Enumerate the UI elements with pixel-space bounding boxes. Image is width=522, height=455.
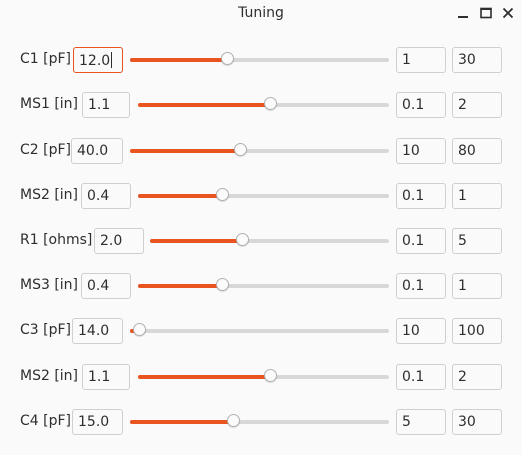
param-row: MS2 [in] 1.1 0.1 2 <box>0 364 522 390</box>
param-label: MS2 [in] <box>20 368 79 384</box>
title-bar[interactable]: Tuning <box>0 0 522 28</box>
value-text: 12.0 <box>79 53 111 69</box>
slider-fill <box>138 375 271 379</box>
param-row: C1 [pF] 12.0 1 30 <box>0 47 522 73</box>
param-label: C3 [pF] <box>20 322 71 338</box>
min-input[interactable]: 0.1 <box>396 183 446 209</box>
slider-fill <box>138 103 271 107</box>
min-input[interactable]: 0.1 <box>396 92 446 118</box>
maximize-button[interactable] <box>479 6 493 20</box>
max-input[interactable]: 5 <box>452 228 502 254</box>
param-row: MS3 [in] 0.4 0.1 1 <box>0 273 522 299</box>
max-input[interactable]: 2 <box>452 92 502 118</box>
slider-fill <box>138 284 223 288</box>
max-input[interactable]: 30 <box>452 47 502 73</box>
min-input[interactable]: 0.1 <box>396 364 446 390</box>
max-input[interactable]: 80 <box>452 138 502 164</box>
param-label: C4 [pF] <box>20 413 71 429</box>
param-row: C2 [pF] 40.0 10 80 <box>0 138 522 164</box>
param-label: R1 [ohms] <box>20 232 93 248</box>
slider-thumb[interactable] <box>236 233 249 246</box>
slider-thumb[interactable] <box>234 143 247 156</box>
min-input[interactable]: 0.1 <box>396 228 446 254</box>
slider-thumb[interactable] <box>264 369 277 382</box>
slider-thumb[interactable] <box>133 323 146 336</box>
value-text: 15.0 <box>78 414 110 430</box>
slider-thumb[interactable] <box>216 278 229 291</box>
value-text: 0.4 <box>87 188 110 204</box>
slider-fill <box>130 58 228 62</box>
min-input[interactable]: 1 <box>396 47 446 73</box>
value-text: 14.0 <box>78 323 110 339</box>
slider-thumb[interactable] <box>216 188 229 201</box>
slider-thumb[interactable] <box>221 52 234 65</box>
slider-thumb[interactable] <box>227 414 240 427</box>
param-row: C4 [pF] 15.0 5 30 <box>0 409 522 435</box>
value-text: 1.1 <box>88 369 111 385</box>
max-input[interactable]: 100 <box>452 318 502 344</box>
max-input[interactable]: 1 <box>452 183 502 209</box>
param-slider[interactable] <box>130 414 389 427</box>
slider-fill <box>150 239 243 243</box>
param-row: MS1 [in] 1.1 0.1 2 <box>0 92 522 118</box>
value-input[interactable]: 40.0 <box>71 138 123 164</box>
param-row: MS2 [in] 0.4 0.1 1 <box>0 183 522 209</box>
slider-fill <box>130 420 234 424</box>
slider-fill <box>138 194 223 198</box>
param-label: C2 [pF] <box>20 142 71 158</box>
minimize-icon <box>458 16 468 18</box>
value-text: 0.4 <box>87 278 110 294</box>
slider-fill <box>130 149 241 153</box>
param-slider[interactable] <box>138 369 389 382</box>
max-input[interactable]: 30 <box>452 409 502 435</box>
param-slider[interactable] <box>138 97 389 110</box>
value-input[interactable]: 0.4 <box>81 273 131 299</box>
max-input[interactable]: 2 <box>452 364 502 390</box>
text-cursor <box>111 52 113 68</box>
param-label: MS2 [in] <box>20 187 79 203</box>
param-label: MS3 [in] <box>20 277 79 293</box>
value-input[interactable]: 12.0 <box>73 47 123 73</box>
value-text: 1.1 <box>88 97 111 113</box>
param-slider[interactable] <box>138 278 389 291</box>
param-slider[interactable] <box>138 188 389 201</box>
window-title: Tuning <box>238 5 284 21</box>
value-text: 2.0 <box>100 233 123 249</box>
value-input[interactable]: 1.1 <box>82 92 130 118</box>
value-input[interactable]: 15.0 <box>72 409 123 435</box>
param-slider[interactable] <box>130 323 389 336</box>
value-input[interactable]: 2.0 <box>94 228 144 254</box>
min-input[interactable]: 0.1 <box>396 273 446 299</box>
param-label: MS1 [in] <box>20 96 79 112</box>
value-text: 40.0 <box>77 143 109 159</box>
close-icon <box>502 7 514 19</box>
param-slider[interactable] <box>130 52 389 65</box>
max-input[interactable]: 1 <box>452 273 502 299</box>
min-input[interactable]: 10 <box>396 138 446 164</box>
maximize-icon <box>480 7 492 19</box>
min-input[interactable]: 10 <box>396 318 446 344</box>
param-slider[interactable] <box>130 143 389 156</box>
close-button[interactable] <box>501 6 515 20</box>
param-row: R1 [ohms] 2.0 0.1 5 <box>0 228 522 254</box>
minimize-button[interactable] <box>456 6 470 20</box>
slider-thumb[interactable] <box>264 97 277 110</box>
param-slider[interactable] <box>150 233 389 246</box>
value-input[interactable]: 1.1 <box>82 364 130 390</box>
param-label: C1 [pF] <box>20 51 71 67</box>
value-input[interactable]: 0.4 <box>81 183 131 209</box>
value-input[interactable]: 14.0 <box>72 318 123 344</box>
min-input[interactable]: 5 <box>396 409 446 435</box>
param-row: C3 [pF] 14.0 10 100 <box>0 318 522 344</box>
